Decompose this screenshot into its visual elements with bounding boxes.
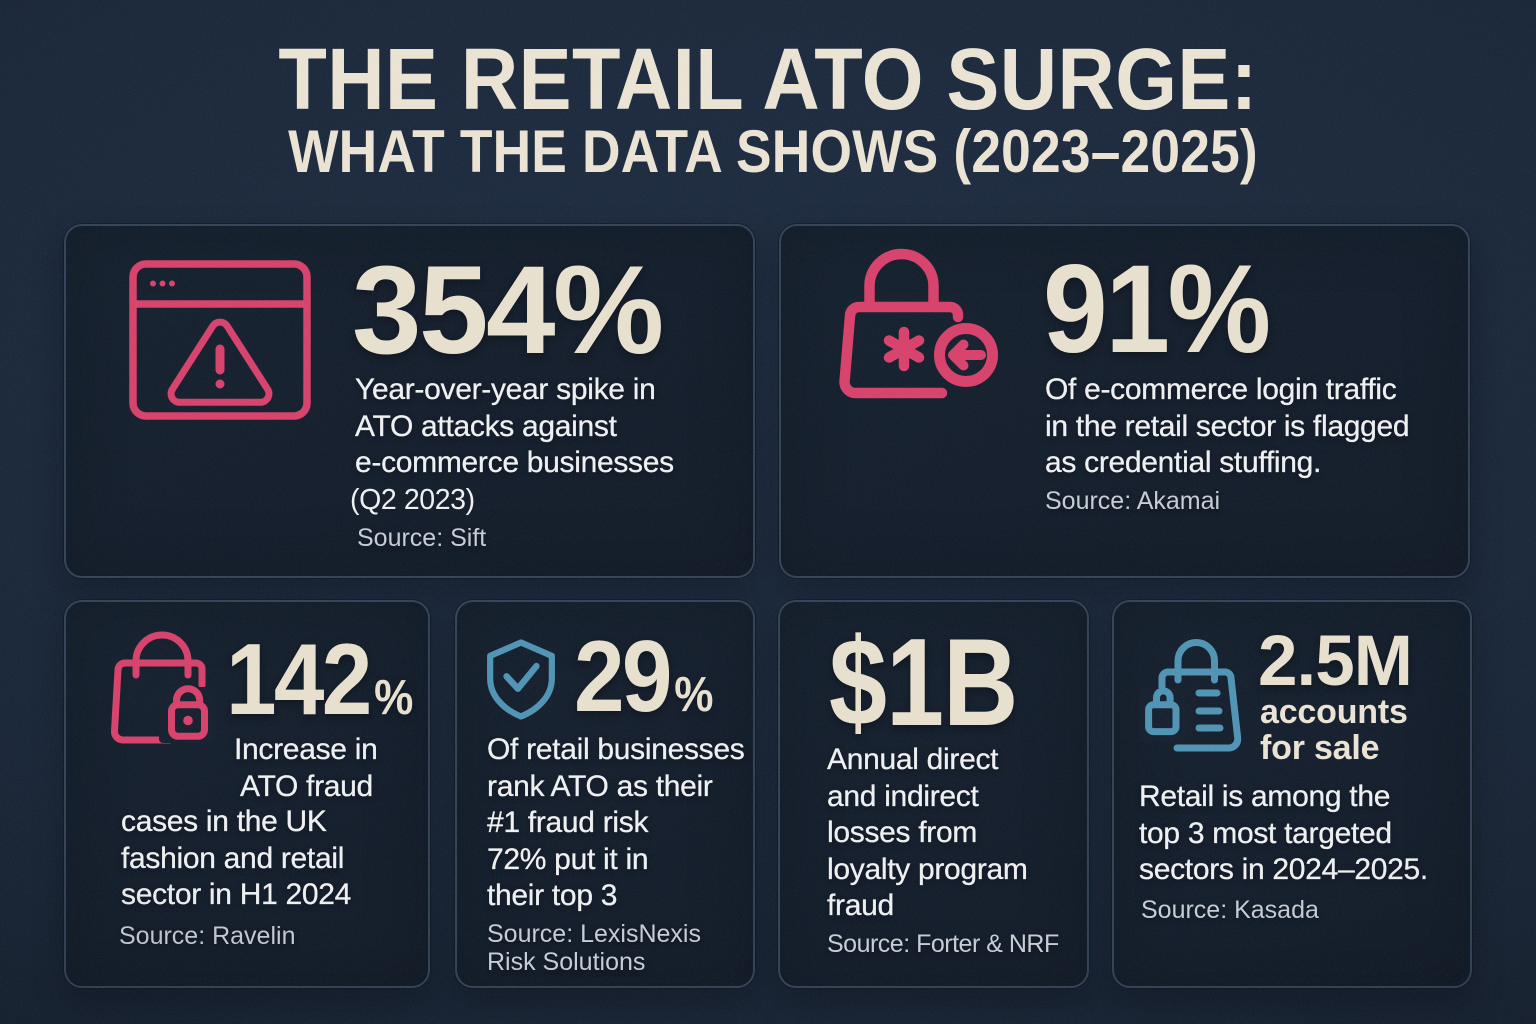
stat-source: Source: Sift (357, 524, 487, 552)
description-line: as credential stuffing. (1045, 446, 1322, 480)
description-line: fraud (827, 889, 894, 923)
description-line: sector in H1 2024 (121, 878, 352, 912)
stat-description: cases in the UK fashion and retail secto… (121, 804, 352, 914)
stat-description: Year-over-year spike in ATO attacks agai… (355, 372, 674, 482)
description-line: in the retail sector is flagged (1045, 409, 1410, 443)
description-line: top 3 most targeted (1139, 816, 1392, 850)
stat-description: Retail is among the top 3 most targeted … (1139, 779, 1429, 889)
stat-card-loyalty-losses: $1B Annual direct and indirect losses fr… (778, 600, 1089, 988)
description-line: losses from (827, 816, 978, 850)
description-line: Retail is among the (1139, 780, 1391, 813)
description-line: loyalty program (827, 852, 1028, 886)
description-line: #1 fraud risk (487, 806, 649, 840)
description-line: Annual direct (827, 743, 999, 776)
stat-number: 29 (574, 621, 672, 733)
stat-value: 29% (574, 627, 713, 728)
percent-suffix: % (374, 671, 414, 725)
stat-card-yoy-spike: 354% Year-over-year spike in ATO attacks… (64, 224, 755, 578)
description-line: Of e-commerce login traffic (1045, 373, 1397, 406)
stat-source: Source: LexisNexis Risk Solutions (487, 920, 701, 976)
stat-description: Of retail businesses rank ATO as their #… (487, 732, 745, 915)
description-line: their top 3 (487, 879, 618, 913)
page-title: THE RETAIL ATO SURGE: (278, 31, 1258, 128)
stat-description: Of e-commerce login traffic in the retai… (1045, 372, 1410, 482)
description-line: ATO attacks against (355, 409, 617, 443)
percent-suffix: % (674, 668, 714, 722)
description-line: Of retail businesses (487, 733, 745, 766)
stat-card-credential-stuffing: 91% Of e-commerce login traffic in the r… (779, 224, 1470, 578)
stat-source: Source: Ravelin (119, 922, 296, 950)
stat-value: 91% (1043, 240, 1271, 379)
stat-source: Source: Kasada (1141, 896, 1319, 924)
stat-card-uk-fraud: 142% Increase in ATO fraud cases in the … (64, 600, 430, 988)
stat-source: Source: Akamai (1045, 487, 1221, 515)
stat-number: 142 (226, 624, 372, 736)
stat-value-caption: accounts for sale (1260, 693, 1408, 767)
stat-description-beside-icon: Increase in ATO fraud (234, 732, 378, 805)
stat-caption-line: accounts (1260, 693, 1408, 731)
stat-card-accounts-for-sale: 2.5M accounts for sale Retail is among t… (1112, 600, 1472, 988)
stat-value: $1B (829, 614, 1018, 752)
stat-value: 142% (226, 630, 413, 731)
stat-caption-line: for sale (1260, 728, 1380, 767)
source-line: Risk Solutions (487, 947, 646, 976)
stat-description: Annual direct and indirect losses from l… (827, 742, 1028, 925)
description-line: rank ATO as their (487, 769, 713, 803)
stat-value: 2.5M (1258, 622, 1413, 701)
stat-value: 354% (352, 241, 664, 380)
description-line: cases in the UK (121, 805, 327, 838)
description-line: ATO fraud (240, 769, 374, 803)
bag-list-lock-icon (1139, 636, 1245, 756)
stat-source: Source: Forter & NRF (827, 930, 1059, 958)
bag-login-icon (842, 246, 1002, 398)
description-line: Increase in (234, 733, 378, 766)
stat-note: (Q2 2023) (350, 484, 475, 516)
shield-check-icon (484, 638, 558, 722)
browser-warning-icon (129, 260, 311, 420)
description-line: 72% put it in (487, 842, 649, 876)
description-line: e-commerce businesses (355, 446, 674, 480)
description-line: and indirect (827, 779, 979, 813)
description-line: fashion and retail (121, 841, 345, 875)
bag-lock-icon (110, 629, 213, 743)
page-subtitle: WHAT THE DATA SHOWS (2023–2025) (288, 118, 1258, 185)
stat-card-fraud-risk-rank: 29% Of retail businesses rank ATO as the… (455, 600, 755, 988)
source-line: Source: LexisNexis (487, 920, 701, 948)
description-line: sectors in 2024–2025. (1139, 853, 1429, 887)
description-line: Year-over-year spike in (355, 373, 656, 406)
